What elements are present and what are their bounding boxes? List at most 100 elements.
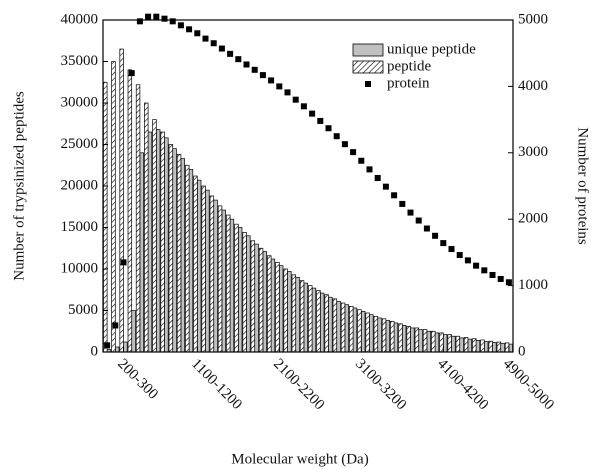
peptide-bar: [472, 338, 477, 353]
unique-peptide-bar: [188, 169, 194, 353]
unique-peptide-bar: [123, 341, 128, 353]
protein-point: [128, 70, 135, 77]
unique-peptide-bar: [139, 152, 144, 353]
protein-point: [464, 257, 471, 264]
protein-point: [423, 225, 430, 232]
unique-peptide-bar: [410, 327, 415, 353]
unique-peptide-bar: [360, 310, 366, 353]
unique-peptide-bar: [377, 317, 382, 353]
unique-peptide-bar: [164, 137, 169, 353]
peptide-bar: [242, 232, 247, 353]
protein-point: [251, 66, 258, 73]
unique-peptide-bar: [303, 282, 308, 353]
protein-point: [473, 262, 480, 269]
peptide-bar: [103, 81, 108, 353]
peptide-bar: [332, 298, 338, 353]
protein-point: [432, 232, 439, 239]
x-tick-label: 2100-2200: [270, 356, 327, 413]
unique-peptide-bar: [492, 342, 497, 353]
x-tick-label: 4900-5000: [500, 356, 557, 413]
unique-peptide-bar: [401, 325, 407, 353]
protein-point: [382, 183, 389, 190]
x-tick-label: 3100-3200: [352, 356, 409, 413]
peptide-bar: [422, 329, 428, 353]
y2-tick-label: 3000: [518, 144, 548, 160]
unique-peptide-bar: [459, 337, 464, 353]
unique-peptide-bar: [213, 199, 218, 353]
peptide-bar: [308, 285, 313, 353]
protein-point: [177, 22, 184, 29]
unique-peptide-bar: [483, 341, 489, 353]
y-tick-label: 20000: [61, 177, 99, 193]
unique-peptide-bar: [147, 131, 153, 353]
y-tick-label: 40000: [61, 11, 99, 27]
x-tick-label: 200-300: [114, 356, 161, 403]
protein-point: [292, 96, 299, 103]
unique-peptide-bar: [205, 189, 210, 353]
unique-peptide-bar: [114, 346, 120, 353]
y2-tick-label: 1000: [518, 277, 548, 293]
protein-point: [284, 89, 291, 96]
legend-swatch: [365, 81, 371, 87]
legend-swatch: [352, 43, 384, 57]
peptide-bar: [299, 280, 305, 353]
peptide-bar: [226, 214, 231, 353]
protein-point: [407, 209, 414, 216]
unique-peptide-bar: [246, 235, 251, 353]
protein-point: [317, 117, 324, 124]
peptide-bar: [316, 290, 321, 353]
protein-point: [505, 279, 512, 286]
unique-peptide-bar: [393, 322, 399, 353]
protein-point: [186, 26, 193, 33]
y2-tick-label: 2000: [518, 211, 548, 227]
x-axis-label: Molecular weight (Da): [231, 451, 368, 467]
unique-peptide-bar: [254, 243, 259, 353]
unique-peptide-bar: [451, 335, 456, 353]
unique-peptide-bar: [237, 227, 243, 353]
y2-tick-label: 0: [518, 343, 526, 359]
unique-peptide-bar: [344, 304, 349, 353]
unique-peptide-bar: [295, 276, 300, 353]
legend-label: peptide: [387, 58, 431, 74]
protein-point: [194, 30, 201, 37]
unique-peptide-bar: [336, 301, 341, 353]
protein-point: [358, 157, 365, 164]
legend-label: protein: [387, 75, 430, 91]
protein-point: [153, 13, 160, 20]
protein-point: [210, 40, 217, 47]
unique-peptide-bar: [426, 330, 431, 353]
unique-peptide-bar: [270, 258, 276, 353]
peptide-bar: [127, 69, 133, 353]
unique-peptide-bar: [196, 179, 202, 353]
peptide-bar: [357, 309, 362, 353]
peptide-bar: [168, 144, 174, 353]
protein-point: [104, 342, 111, 349]
protein-point: [497, 275, 504, 282]
protein-point: [202, 35, 209, 42]
peptide-bar: [234, 223, 239, 353]
protein-point: [350, 149, 357, 156]
protein-point: [169, 18, 176, 25]
unique-peptide-bar: [172, 148, 177, 353]
unique-peptide-bar: [442, 334, 448, 353]
protein-point: [415, 217, 422, 224]
unique-peptide-bar: [369, 314, 374, 353]
peptide-bar: [340, 302, 346, 353]
peptide-bar: [390, 320, 395, 353]
peptide-bar: [193, 175, 198, 353]
peptide-bar: [291, 274, 297, 353]
unique-peptide-bar: [131, 310, 136, 353]
protein-point: [276, 83, 283, 90]
protein-point: [300, 103, 307, 110]
unique-peptide-bar: [319, 292, 325, 353]
unique-peptide-bar: [434, 332, 440, 353]
unique-peptide-bar: [180, 158, 185, 353]
protein-point: [112, 322, 119, 329]
unique-peptide-bar: [229, 218, 235, 353]
peptide-bar: [267, 255, 272, 353]
y2-tick-label: 4000: [518, 78, 548, 94]
peptide-bar: [250, 240, 256, 353]
protein-point: [391, 192, 398, 199]
protein-point: [218, 45, 225, 52]
peptide-bar: [275, 262, 280, 353]
